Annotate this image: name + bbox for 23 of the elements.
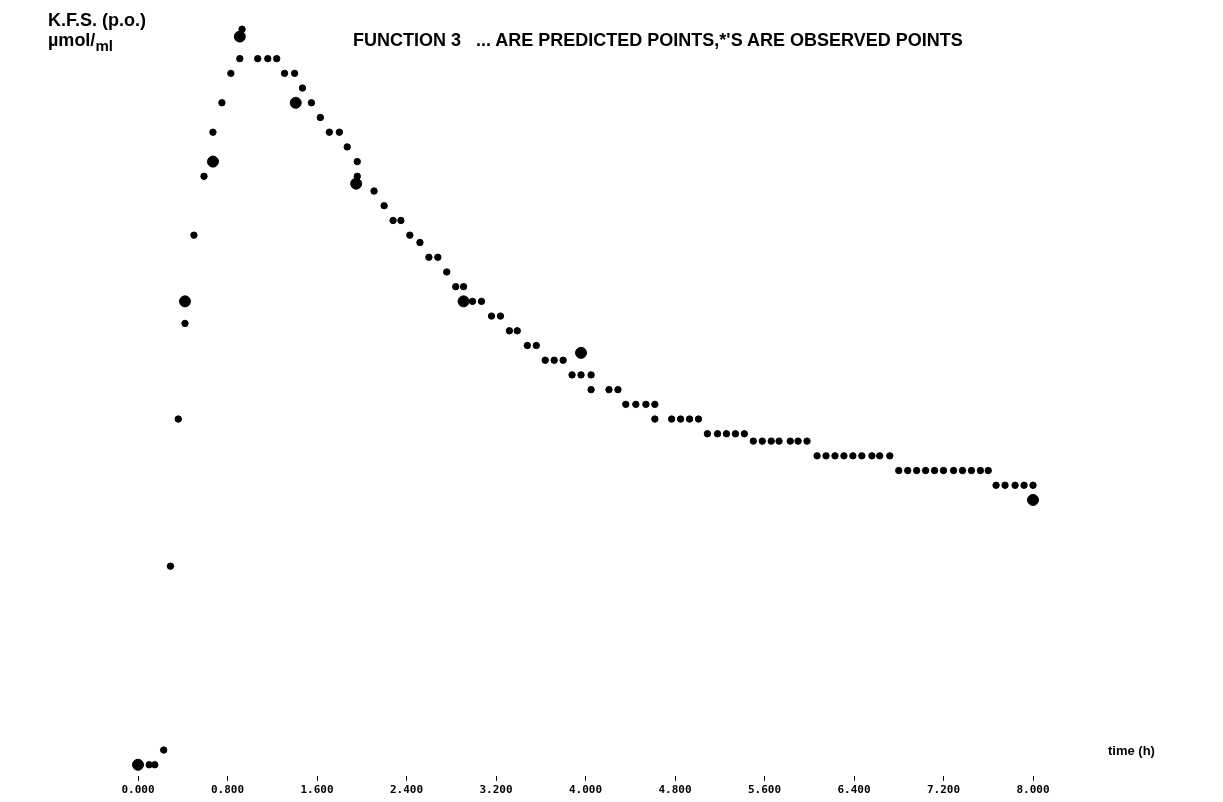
y-axis-title: K.F.S. (p.o.) µmol/$_{ml}$	[48, 10, 147, 56]
x-tick-label: 4.000	[568, 783, 603, 797]
x-tick-label: 8.000	[1016, 783, 1050, 797]
chart-title: FUNCTION 3 ... ARE PREDICTED POINTS,*'S ARE OBSERVED POINTS	[353, 30, 963, 51]
x-tick-label: 2.400	[389, 783, 424, 797]
x-tick-label: 7.200	[926, 783, 961, 797]
point	[457, 295, 470, 308]
x-tick-label: 0.800	[210, 783, 245, 797]
x-tick-label: 4.800	[658, 783, 692, 797]
point	[132, 758, 144, 771]
point	[233, 30, 246, 43]
x-tick-label: 1.600	[300, 783, 334, 797]
point	[575, 346, 588, 359]
x-tick-label: 0.000	[121, 783, 155, 797]
x-tick-label: 5.600	[747, 783, 782, 797]
point	[1027, 493, 1039, 506]
point	[289, 96, 302, 109]
point	[178, 295, 191, 308]
point	[350, 177, 363, 190]
x-tick-label: 3.200	[479, 783, 513, 797]
point	[206, 155, 219, 168]
x-tick-label: 6.400	[837, 783, 871, 797]
x-axis-title: time (h)	[1108, 743, 1155, 758]
